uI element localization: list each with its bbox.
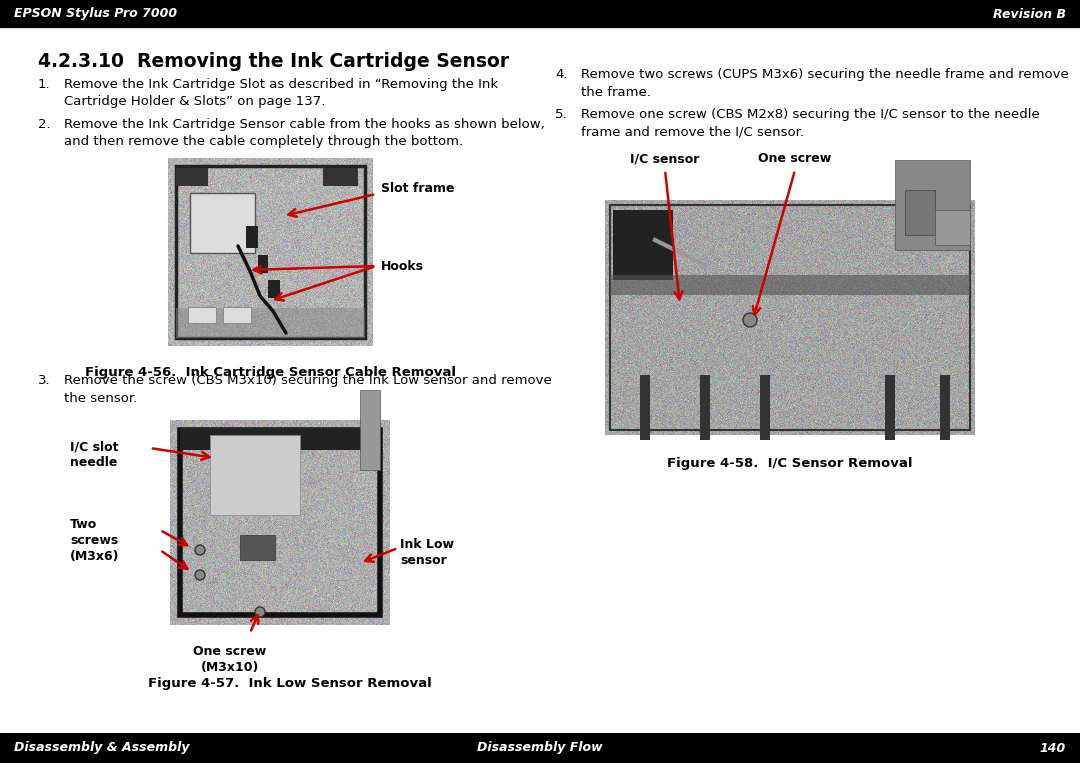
Bar <box>323 168 357 186</box>
Bar <box>940 375 950 440</box>
Text: Figure 4-58.  I/C Sensor Removal: Figure 4-58. I/C Sensor Removal <box>667 457 913 470</box>
Text: 2.: 2. <box>38 118 51 131</box>
Circle shape <box>195 545 205 555</box>
Bar <box>613 210 673 280</box>
Text: One screw
(M3x10): One screw (M3x10) <box>193 645 267 674</box>
Bar <box>180 428 380 450</box>
Text: Remove the Ink Cartridge Slot as described in “Removing the Ink
Cartridge Holder: Remove the Ink Cartridge Slot as describ… <box>64 78 498 108</box>
Bar <box>188 307 216 323</box>
Text: 5.: 5. <box>555 108 568 121</box>
Circle shape <box>195 570 205 580</box>
Bar <box>222 307 251 323</box>
Bar <box>760 375 770 440</box>
Bar <box>700 375 710 440</box>
Text: Two
screws
(M3x6): Two screws (M3x6) <box>70 518 120 563</box>
Bar <box>190 193 255 253</box>
Text: Disassembly & Assembly: Disassembly & Assembly <box>14 742 189 755</box>
Bar <box>885 375 895 440</box>
Text: Ink Low
sensor: Ink Low sensor <box>400 538 454 567</box>
Bar <box>180 430 380 615</box>
Bar <box>610 275 970 295</box>
Bar <box>240 535 275 560</box>
Circle shape <box>255 607 265 617</box>
Bar <box>268 280 280 298</box>
Text: Disassembly Flow: Disassembly Flow <box>477 742 603 755</box>
Text: 1.: 1. <box>38 78 51 91</box>
Bar <box>935 210 970 245</box>
Bar <box>0 0 1080 28</box>
Text: 140: 140 <box>1040 742 1066 755</box>
Text: Slot frame: Slot frame <box>381 182 455 195</box>
Text: Remove the screw (CBS M3x10) securing the Ink Low sensor and remove
the sensor.: Remove the screw (CBS M3x10) securing th… <box>64 374 552 404</box>
Bar <box>176 168 208 186</box>
Text: Remove the Ink Cartridge Sensor cable from the hooks as shown below,
and then re: Remove the Ink Cartridge Sensor cable fr… <box>64 118 544 149</box>
Text: 4.: 4. <box>555 68 567 81</box>
Text: Remove one screw (CBS M2x8) securing the I/C sensor to the needle
frame and remo: Remove one screw (CBS M2x8) securing the… <box>581 108 1040 139</box>
Bar <box>210 435 300 515</box>
Bar <box>640 375 650 440</box>
Text: 4.2.3.10  Removing the Ink Cartridge Sensor: 4.2.3.10 Removing the Ink Cartridge Sens… <box>38 52 509 71</box>
Text: Remove two screws (CUPS M3x6) securing the needle frame and remove
the frame.: Remove two screws (CUPS M3x6) securing t… <box>581 68 1069 98</box>
Bar <box>0 733 1080 763</box>
Text: I/C slot
needle: I/C slot needle <box>70 440 119 469</box>
Text: One screw: One screw <box>758 152 832 165</box>
Bar <box>905 190 935 235</box>
Text: Figure 4-57.  Ink Low Sensor Removal: Figure 4-57. Ink Low Sensor Removal <box>148 677 432 690</box>
Bar <box>258 255 268 273</box>
Bar <box>360 390 380 470</box>
Bar <box>895 160 970 250</box>
Text: Revision B: Revision B <box>993 8 1066 21</box>
Text: 3.: 3. <box>38 374 51 387</box>
Circle shape <box>743 313 757 327</box>
Bar <box>176 308 365 338</box>
Text: EPSON Stylus Pro 7000: EPSON Stylus Pro 7000 <box>14 8 177 21</box>
Bar <box>176 166 365 338</box>
Bar <box>246 226 258 248</box>
Bar <box>610 205 970 430</box>
Text: Hooks: Hooks <box>381 259 424 272</box>
Text: I/C sensor: I/C sensor <box>631 152 700 165</box>
Text: Figure 4-56.  Ink Cartridge Sensor Cable Removal: Figure 4-56. Ink Cartridge Sensor Cable … <box>85 366 456 379</box>
